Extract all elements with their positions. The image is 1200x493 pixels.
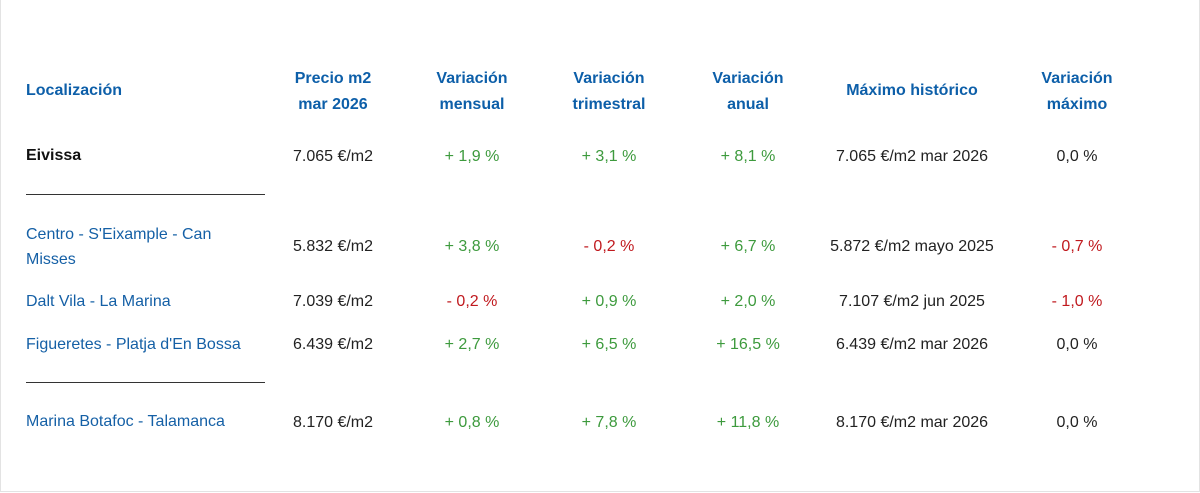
header-annual-line1: Variación	[712, 70, 784, 87]
header-monthly: Variación mensual	[412, 66, 532, 118]
divider	[26, 382, 265, 383]
row-monthly: + 1,9 %	[444, 148, 500, 165]
row-quarterly: + 7,8 %	[581, 414, 637, 431]
row-annual: + 6,7 %	[720, 238, 776, 255]
header-maxvar-line2: máximo	[1046, 96, 1108, 113]
row-max-var: 0,0 %	[1056, 148, 1098, 165]
header-quarterly-line2: trimestral	[572, 96, 646, 113]
header-annual: Variación anual	[688, 66, 808, 118]
header-max-historic: Máximo histórico	[846, 82, 978, 99]
row-max-var: 0,0 %	[1056, 414, 1098, 431]
row-quarterly: + 0,9 %	[581, 293, 637, 310]
row-location: Eivissa	[26, 147, 82, 164]
row-annual: + 2,0 %	[720, 293, 776, 310]
row-quarterly: - 0,2 %	[583, 238, 635, 255]
row-price: 7.065 €/m2	[292, 148, 374, 165]
row-monthly: + 3,8 %	[444, 238, 500, 255]
divider	[26, 194, 265, 195]
header-annual-line2: anual	[727, 96, 769, 113]
row-max: 7.065 €/m2 mar 2026	[835, 148, 989, 165]
row-monthly: + 2,7 %	[444, 336, 500, 353]
row-quarterly: + 6,5 %	[581, 336, 637, 353]
row-monthly: + 0,8 %	[444, 414, 500, 431]
row-monthly: - 0,2 %	[446, 293, 498, 310]
header-monthly-line2: mensual	[439, 96, 505, 113]
row-price: 5.832 €/m2	[292, 238, 374, 255]
row-annual: + 11,8 %	[716, 414, 780, 431]
header-location: Localización	[26, 82, 123, 99]
row-location-link[interactable]: Dalt Vila - La Marina	[26, 293, 171, 310]
row-location-link[interactable]: Figueretes - Platja d'En Bossa	[26, 336, 241, 353]
header-monthly-line1: Variación	[436, 70, 508, 87]
row-price: 6.439 €/m2	[292, 336, 374, 353]
header-max-variation: Variación máximo	[1017, 66, 1137, 118]
row-price: 7.039 €/m2	[292, 293, 374, 310]
row-max-var: - 1,0 %	[1051, 293, 1103, 310]
header-quarterly-line1: Variación	[573, 70, 645, 87]
row-price: 8.170 €/m2	[292, 414, 374, 431]
row-max-var: 0,0 %	[1056, 336, 1098, 353]
header-price: Precio m2 mar 2026	[273, 66, 393, 118]
row-max-var: - 0,7 %	[1051, 238, 1103, 255]
row-max: 6.439 €/m2 mar 2026	[835, 336, 989, 353]
header-quarterly: Variación trimestral	[549, 66, 669, 118]
header-price-line2: mar 2026	[298, 96, 368, 113]
row-location-link[interactable]: Marina Botafoc - Talamanca	[26, 413, 225, 430]
header-price-line1: Precio m2	[294, 70, 372, 87]
row-max: 5.872 €/m2 mayo 2025	[830, 238, 994, 255]
row-max: 7.107 €/m2 jun 2025	[839, 293, 985, 310]
header-maxvar-line1: Variación	[1041, 70, 1113, 87]
row-max: 8.170 €/m2 mar 2026	[835, 414, 989, 431]
row-annual: + 8,1 %	[720, 148, 776, 165]
row-annual: + 16,5 %	[716, 336, 780, 353]
row-quarterly: + 3,1 %	[581, 148, 637, 165]
row-location-link[interactable]: Centro - S'Eixample - Can Misses	[26, 226, 212, 268]
